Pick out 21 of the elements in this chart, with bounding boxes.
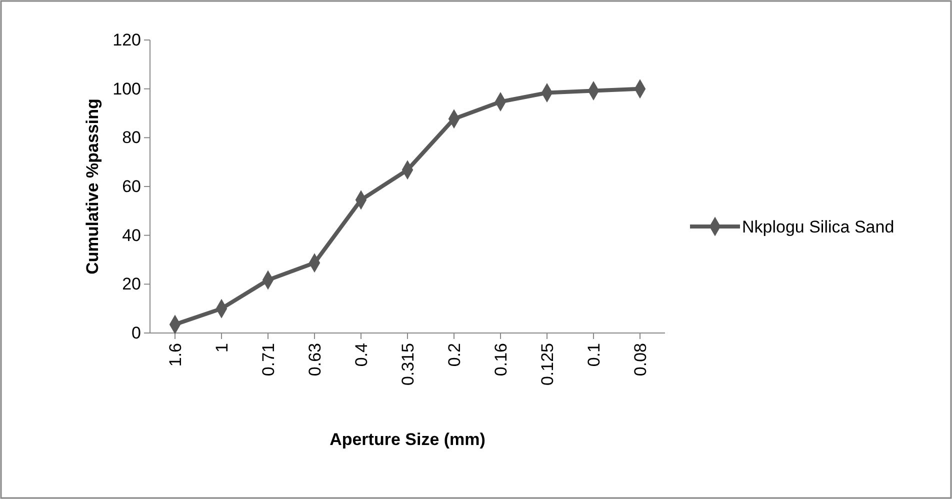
y-tick-label: 100 [112,79,141,98]
x-tick-label: 0.125 [538,343,557,386]
y-tick-label: 40 [122,226,141,245]
legend-label: Nkplogu Silica Sand [742,217,894,236]
y-tick-label: 60 [122,176,141,196]
y-axis-title: Cumulative %passing [83,98,102,274]
y-tick-label: 0 [132,323,141,342]
x-tick-label: 0.63 [305,343,324,376]
x-tick-label: 1 [212,343,232,352]
x-tick-label: 0.08 [630,343,650,376]
x-axis-title: Aperture Size (mm) [330,430,486,449]
y-tick-label: 80 [122,128,141,148]
y-tick-label: 120 [112,30,141,50]
x-tick-label: 0.4 [352,343,371,367]
x-tick-label: 0.315 [398,343,418,386]
y-tick-label: 20 [122,274,141,294]
x-tick-label: 1.6 [166,343,185,367]
x-tick-label: 0.71 [258,343,278,376]
x-tick-label: 0.1 [584,343,604,367]
x-tick-label: 0.2 [444,343,464,367]
x-tick-label: 0.16 [491,343,510,376]
